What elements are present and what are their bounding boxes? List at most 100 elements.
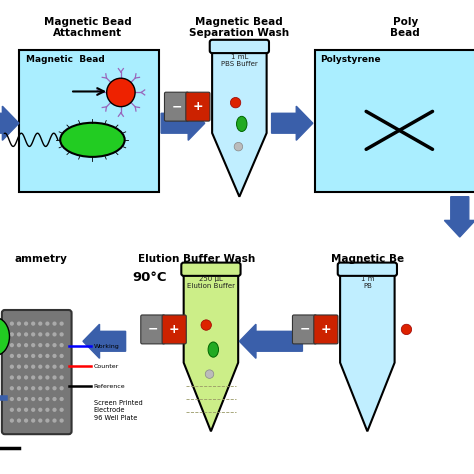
Circle shape [24, 354, 28, 358]
Circle shape [38, 408, 43, 412]
Circle shape [38, 375, 43, 380]
Circle shape [52, 386, 57, 391]
Text: 1 mL
PBS Buffer: 1 mL PBS Buffer [221, 54, 258, 66]
Text: 90°C: 90°C [132, 271, 166, 284]
Circle shape [60, 375, 64, 380]
Text: Working: Working [94, 344, 119, 348]
Circle shape [46, 332, 50, 337]
Circle shape [10, 419, 14, 423]
Circle shape [31, 365, 35, 369]
Circle shape [52, 397, 57, 401]
Circle shape [60, 365, 64, 369]
FancyBboxPatch shape [210, 40, 269, 53]
Circle shape [31, 386, 35, 391]
Circle shape [17, 419, 21, 423]
Text: Reference: Reference [94, 384, 126, 389]
Text: 250 μL
Elution Buffer: 250 μL Elution Buffer [187, 276, 235, 289]
Circle shape [38, 365, 43, 369]
Text: −: − [299, 323, 310, 336]
Circle shape [24, 419, 28, 423]
Circle shape [38, 397, 43, 401]
Circle shape [60, 397, 64, 401]
Polygon shape [212, 45, 266, 197]
Circle shape [46, 343, 50, 347]
FancyBboxPatch shape [164, 92, 189, 121]
Polygon shape [161, 106, 205, 140]
Text: −: − [171, 100, 182, 113]
Text: Magnetic Be: Magnetic Be [331, 254, 404, 264]
Circle shape [10, 354, 14, 358]
Ellipse shape [237, 116, 247, 131]
Circle shape [10, 332, 14, 337]
Circle shape [46, 386, 50, 391]
FancyBboxPatch shape [181, 263, 241, 276]
Circle shape [31, 354, 35, 358]
Circle shape [10, 386, 14, 391]
Circle shape [52, 419, 57, 423]
Circle shape [60, 386, 64, 391]
Circle shape [10, 365, 14, 369]
Circle shape [24, 343, 28, 347]
Circle shape [17, 332, 21, 337]
Text: 1 m
PB: 1 m PB [361, 276, 374, 289]
FancyBboxPatch shape [186, 92, 210, 121]
Circle shape [31, 343, 35, 347]
Circle shape [24, 321, 28, 326]
Circle shape [38, 419, 43, 423]
Circle shape [60, 419, 64, 423]
Circle shape [52, 365, 57, 369]
FancyBboxPatch shape [315, 50, 474, 192]
Circle shape [17, 343, 21, 347]
Ellipse shape [0, 318, 9, 356]
Polygon shape [444, 197, 474, 237]
Circle shape [46, 397, 50, 401]
Circle shape [52, 321, 57, 326]
Circle shape [24, 386, 28, 391]
Circle shape [52, 354, 57, 358]
Text: Poly
Bead: Poly Bead [391, 17, 420, 38]
Circle shape [31, 408, 35, 412]
Circle shape [46, 375, 50, 380]
FancyBboxPatch shape [141, 315, 165, 344]
Polygon shape [272, 106, 313, 140]
Circle shape [60, 321, 64, 326]
Circle shape [17, 321, 21, 326]
Circle shape [38, 332, 43, 337]
Circle shape [31, 419, 35, 423]
Circle shape [60, 408, 64, 412]
Circle shape [52, 375, 57, 380]
Text: Counter: Counter [94, 364, 119, 369]
Ellipse shape [208, 342, 219, 357]
Circle shape [10, 343, 14, 347]
Text: Magnetic  Bead: Magnetic Bead [26, 55, 105, 64]
Circle shape [10, 408, 14, 412]
Circle shape [17, 354, 21, 358]
FancyBboxPatch shape [292, 315, 317, 344]
Circle shape [46, 408, 50, 412]
Polygon shape [239, 324, 302, 358]
Text: +: + [169, 323, 180, 336]
Circle shape [17, 365, 21, 369]
Circle shape [38, 386, 43, 391]
Circle shape [31, 375, 35, 380]
Circle shape [46, 419, 50, 423]
FancyBboxPatch shape [314, 315, 338, 344]
Text: Elution Buffer Wash: Elution Buffer Wash [138, 254, 255, 264]
Circle shape [52, 343, 57, 347]
Circle shape [234, 142, 243, 151]
Circle shape [38, 343, 43, 347]
FancyBboxPatch shape [162, 315, 186, 344]
Text: Magnetic Bead
Attachment: Magnetic Bead Attachment [44, 17, 132, 38]
Circle shape [60, 354, 64, 358]
Circle shape [46, 354, 50, 358]
Circle shape [205, 370, 214, 378]
Circle shape [107, 78, 135, 107]
FancyBboxPatch shape [2, 310, 72, 434]
Circle shape [10, 397, 14, 401]
Circle shape [17, 375, 21, 380]
Text: Magnetic Bead
Separation Wash: Magnetic Bead Separation Wash [189, 17, 290, 38]
Circle shape [201, 320, 211, 330]
Circle shape [31, 332, 35, 337]
Circle shape [52, 332, 57, 337]
Circle shape [24, 408, 28, 412]
